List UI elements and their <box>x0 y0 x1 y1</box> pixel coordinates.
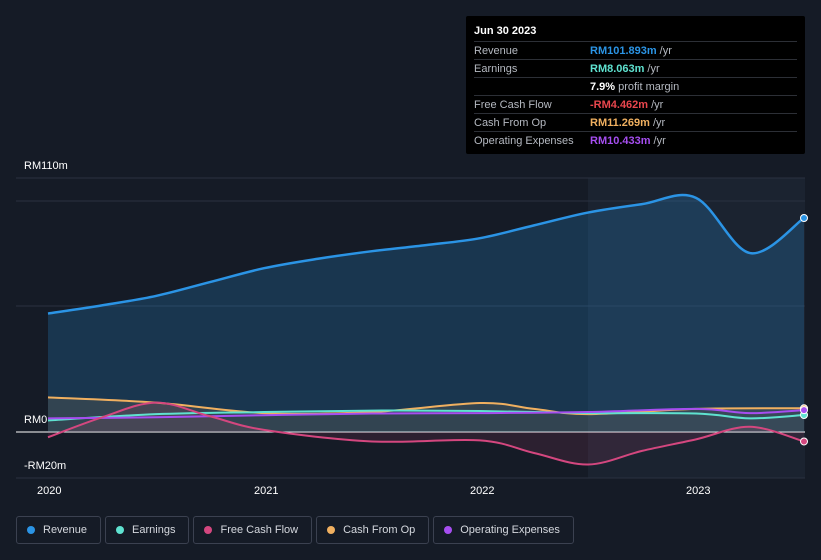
x-label-2022: 2022 <box>470 485 495 497</box>
legend-label: Cash From Op <box>343 524 416 536</box>
tooltip-unit: profit margin <box>618 80 680 93</box>
legend-dot-icon <box>116 526 125 534</box>
legend-label: Operating Expenses <box>460 524 560 536</box>
tooltip-row-opex: Operating Expenses RM10.433m /yr <box>474 131 797 149</box>
tooltip-label: Free Cash Flow <box>474 98 552 111</box>
tooltip-value: RM11.269m <box>590 116 650 129</box>
legend-label: Earnings <box>132 524 176 536</box>
legend: Revenue Earnings Free Cash Flow Cash Fro… <box>16 516 574 544</box>
tooltip-row-margin: 7.9% profit margin <box>474 77 797 95</box>
free-cash-flow-end-point <box>800 437 808 446</box>
legend-cash-from-op[interactable]: Cash From Op <box>316 516 430 544</box>
legend-label: Free Cash Flow <box>220 524 299 536</box>
x-label-2023: 2023 <box>686 485 711 497</box>
x-label-2021: 2021 <box>254 485 279 497</box>
tooltip-unit: /yr <box>651 98 664 111</box>
tooltip-unit: /yr <box>659 44 672 57</box>
y-label-zero: RM0 <box>24 414 48 426</box>
tooltip: Jun 30 2023 Revenue RM101.893m /yr Earni… <box>466 16 805 154</box>
legend-dot-icon <box>444 526 453 534</box>
tooltip-value: 7.9% <box>590 80 616 93</box>
tooltip-unit: /yr <box>653 134 666 147</box>
tooltip-label: Operating Expenses <box>474 134 574 147</box>
free-cash-flow-area <box>48 402 804 465</box>
legend-label: Revenue <box>43 524 88 536</box>
free-cash-flow-line <box>47 401 805 466</box>
earnings-line <box>47 409 805 422</box>
revenue-area <box>48 195 804 432</box>
tooltip-value: RM8.063m <box>590 62 645 75</box>
legend-dot-icon <box>204 526 213 534</box>
legend-operating-expenses[interactable]: Operating Expenses <box>433 516 574 544</box>
tooltip-label: Cash From Op <box>474 116 547 129</box>
tooltip-value: RM101.893m <box>590 44 657 57</box>
highlight-region <box>588 178 805 478</box>
y-label-bottom: -RM20m <box>24 460 67 472</box>
x-label-2020: 2020 <box>37 485 62 497</box>
revenue-line <box>47 193 805 315</box>
legend-earnings[interactable]: Earnings <box>105 516 190 544</box>
tooltip-row-cfo: Cash From Op RM11.269m /yr <box>474 113 797 131</box>
legend-revenue[interactable]: Revenue <box>16 516 102 544</box>
revenue-end-point <box>800 214 808 223</box>
tooltip-unit: /yr <box>652 116 666 129</box>
legend-dot-icon <box>327 526 336 534</box>
tooltip-row-revenue: Revenue RM101.893m /yr <box>474 41 797 59</box>
tooltip-label: Revenue <box>474 44 519 57</box>
tooltip-unit: /yr <box>647 62 660 75</box>
tooltip-label: Earnings <box>474 62 518 75</box>
legend-dot-icon <box>27 526 35 534</box>
tooltip-row-earnings: Earnings RM8.063m /yr <box>474 59 797 77</box>
operating-expenses-line <box>47 407 805 420</box>
operating-expenses-end-point <box>800 406 808 415</box>
tooltip-value: RM10.433m <box>590 134 651 147</box>
tooltip-row-fcf: Free Cash Flow -RM4.462m /yr <box>474 95 797 113</box>
y-label-top: RM110m <box>24 160 68 172</box>
tooltip-date: Jun 30 2023 <box>474 25 537 37</box>
legend-free-cash-flow[interactable]: Free Cash Flow <box>193 516 313 544</box>
tooltip-value: -RM4.462m <box>590 98 649 111</box>
